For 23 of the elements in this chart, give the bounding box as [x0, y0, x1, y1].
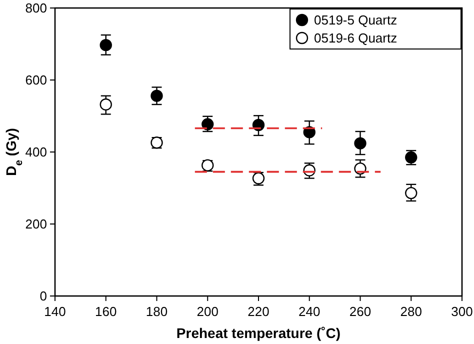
point [150, 90, 163, 102]
y-tick-label: 0 [40, 288, 47, 304]
y-tick-label: 200 [25, 216, 47, 232]
point [100, 98, 112, 111]
y-tick-label: 600 [25, 72, 47, 88]
x-tick-label: 240 [298, 304, 320, 319]
point [100, 38, 112, 52]
x-tick-label: 260 [349, 304, 372, 319]
y-tick-label: 400 [25, 144, 47, 160]
x-tick-label: 140 [44, 304, 66, 319]
x-tick-label: 280 [400, 304, 422, 319]
legend-label: 0519-5 Quartz [314, 12, 398, 28]
x-tick-label: 180 [146, 304, 168, 319]
x-axis-title: Preheat temperature (˚C) [176, 325, 341, 341]
x-tick-label: 300 [451, 304, 473, 319]
point [405, 186, 418, 200]
point [354, 137, 366, 150]
legend-label: 0519-6 Quartz [314, 30, 398, 46]
x-tick-label: 220 [248, 304, 270, 319]
x-tick-label: 160 [95, 304, 117, 319]
x-tick-label: 200 [196, 304, 218, 319]
y-tick-label: 800 [25, 0, 47, 16]
point [202, 118, 214, 130]
